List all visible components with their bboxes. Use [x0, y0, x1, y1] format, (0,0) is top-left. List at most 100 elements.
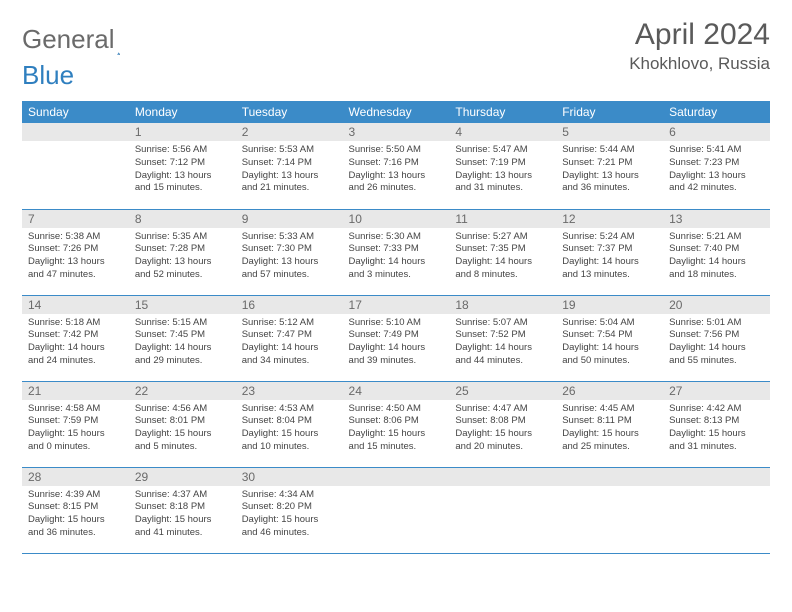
sunset-line: Sunset: 7:49 PM — [349, 329, 444, 342]
location: Khokhlovo, Russia — [629, 54, 770, 74]
daylight-line: Daylight: 13 hours and 47 minutes. — [28, 256, 123, 282]
calendar-cell: 19Sunrise: 5:04 AMSunset: 7:54 PMDayligh… — [556, 295, 663, 381]
month-title: April 2024 — [629, 18, 770, 52]
empty-day-bar — [663, 468, 770, 486]
calendar-cell: 14Sunrise: 5:18 AMSunset: 7:42 PMDayligh… — [22, 295, 129, 381]
daylight-line: Daylight: 14 hours and 3 minutes. — [349, 256, 444, 282]
calendar-cell: 12Sunrise: 5:24 AMSunset: 7:37 PMDayligh… — [556, 209, 663, 295]
logo: General — [22, 18, 139, 55]
day-number: 5 — [556, 123, 663, 141]
calendar-cell — [22, 123, 129, 209]
sunrise-line: Sunrise: 5:10 AM — [349, 317, 444, 330]
day-number: 29 — [129, 468, 236, 486]
calendar-cell: 29Sunrise: 4:37 AMSunset: 8:18 PMDayligh… — [129, 467, 236, 553]
sunset-line: Sunset: 7:59 PM — [28, 415, 123, 428]
sunset-line: Sunset: 7:14 PM — [242, 157, 337, 170]
sunset-line: Sunset: 7:19 PM — [455, 157, 550, 170]
day-details: Sunrise: 4:47 AMSunset: 8:08 PMDaylight:… — [449, 400, 556, 458]
sunset-line: Sunset: 7:40 PM — [669, 243, 764, 256]
day-details: Sunrise: 5:27 AMSunset: 7:35 PMDaylight:… — [449, 228, 556, 286]
day-number: 13 — [663, 210, 770, 228]
day-number: 22 — [129, 382, 236, 400]
day-number: 28 — [22, 468, 129, 486]
daylight-line: Daylight: 14 hours and 39 minutes. — [349, 342, 444, 368]
sunset-line: Sunset: 8:18 PM — [135, 501, 230, 514]
day-details: Sunrise: 5:07 AMSunset: 7:52 PMDaylight:… — [449, 314, 556, 372]
day-details: Sunrise: 5:35 AMSunset: 7:28 PMDaylight:… — [129, 228, 236, 286]
sunrise-line: Sunrise: 4:45 AM — [562, 403, 657, 416]
daylight-line: Daylight: 14 hours and 55 minutes. — [669, 342, 764, 368]
day-header-wednesday: Wednesday — [343, 101, 450, 123]
day-number: 27 — [663, 382, 770, 400]
calendar-cell: 21Sunrise: 4:58 AMSunset: 7:59 PMDayligh… — [22, 381, 129, 467]
calendar-cell: 17Sunrise: 5:10 AMSunset: 7:49 PMDayligh… — [343, 295, 450, 381]
sunrise-line: Sunrise: 5:01 AM — [669, 317, 764, 330]
week-row: 14Sunrise: 5:18 AMSunset: 7:42 PMDayligh… — [22, 295, 770, 381]
sunrise-line: Sunrise: 5:30 AM — [349, 231, 444, 244]
sunset-line: Sunset: 8:06 PM — [349, 415, 444, 428]
daylight-line: Daylight: 15 hours and 41 minutes. — [135, 514, 230, 540]
day-details: Sunrise: 5:53 AMSunset: 7:14 PMDaylight:… — [236, 141, 343, 199]
calendar-cell — [449, 467, 556, 553]
sunset-line: Sunset: 8:11 PM — [562, 415, 657, 428]
calendar-table: SundayMondayTuesdayWednesdayThursdayFrid… — [22, 101, 770, 554]
daylight-line: Daylight: 13 hours and 26 minutes. — [349, 170, 444, 196]
day-number: 17 — [343, 296, 450, 314]
day-number: 23 — [236, 382, 343, 400]
day-number: 26 — [556, 382, 663, 400]
empty-day-bar — [22, 123, 129, 141]
week-row: 7Sunrise: 5:38 AMSunset: 7:26 PMDaylight… — [22, 209, 770, 295]
sunrise-line: Sunrise: 5:18 AM — [28, 317, 123, 330]
daylight-line: Daylight: 15 hours and 31 minutes. — [669, 428, 764, 454]
sunrise-line: Sunrise: 5:21 AM — [669, 231, 764, 244]
week-row: 28Sunrise: 4:39 AMSunset: 8:15 PMDayligh… — [22, 467, 770, 553]
sunset-line: Sunset: 8:13 PM — [669, 415, 764, 428]
day-number: 3 — [343, 123, 450, 141]
sunset-line: Sunset: 8:15 PM — [28, 501, 123, 514]
sunrise-line: Sunrise: 4:34 AM — [242, 489, 337, 502]
daylight-line: Daylight: 14 hours and 13 minutes. — [562, 256, 657, 282]
day-details: Sunrise: 5:15 AMSunset: 7:45 PMDaylight:… — [129, 314, 236, 372]
daylight-line: Daylight: 13 hours and 57 minutes. — [242, 256, 337, 282]
day-details: Sunrise: 4:34 AMSunset: 8:20 PMDaylight:… — [236, 486, 343, 544]
day-number: 25 — [449, 382, 556, 400]
sunset-line: Sunset: 7:23 PM — [669, 157, 764, 170]
day-number: 4 — [449, 123, 556, 141]
calendar-cell: 10Sunrise: 5:30 AMSunset: 7:33 PMDayligh… — [343, 209, 450, 295]
calendar-cell: 5Sunrise: 5:44 AMSunset: 7:21 PMDaylight… — [556, 123, 663, 209]
title-block: April 2024 Khokhlovo, Russia — [629, 18, 770, 74]
day-details: Sunrise: 5:33 AMSunset: 7:30 PMDaylight:… — [236, 228, 343, 286]
calendar-cell: 16Sunrise: 5:12 AMSunset: 7:47 PMDayligh… — [236, 295, 343, 381]
day-details: Sunrise: 5:10 AMSunset: 7:49 PMDaylight:… — [343, 314, 450, 372]
day-header-monday: Monday — [129, 101, 236, 123]
daylight-line: Daylight: 13 hours and 21 minutes. — [242, 170, 337, 196]
day-number: 12 — [556, 210, 663, 228]
day-number: 18 — [449, 296, 556, 314]
day-details: Sunrise: 5:24 AMSunset: 7:37 PMDaylight:… — [556, 228, 663, 286]
calendar-cell: 24Sunrise: 4:50 AMSunset: 8:06 PMDayligh… — [343, 381, 450, 467]
calendar-cell: 13Sunrise: 5:21 AMSunset: 7:40 PMDayligh… — [663, 209, 770, 295]
sunrise-line: Sunrise: 4:53 AM — [242, 403, 337, 416]
calendar-cell: 11Sunrise: 5:27 AMSunset: 7:35 PMDayligh… — [449, 209, 556, 295]
sunrise-line: Sunrise: 5:44 AM — [562, 144, 657, 157]
week-row: 21Sunrise: 4:58 AMSunset: 7:59 PMDayligh… — [22, 381, 770, 467]
day-details: Sunrise: 5:56 AMSunset: 7:12 PMDaylight:… — [129, 141, 236, 199]
daylight-line: Daylight: 14 hours and 8 minutes. — [455, 256, 550, 282]
daylight-line: Daylight: 14 hours and 29 minutes. — [135, 342, 230, 368]
daylight-line: Daylight: 14 hours and 44 minutes. — [455, 342, 550, 368]
sunrise-line: Sunrise: 4:47 AM — [455, 403, 550, 416]
day-header-tuesday: Tuesday — [236, 101, 343, 123]
sunset-line: Sunset: 7:12 PM — [135, 157, 230, 170]
day-details: Sunrise: 4:58 AMSunset: 7:59 PMDaylight:… — [22, 400, 129, 458]
sunset-line: Sunset: 7:45 PM — [135, 329, 230, 342]
daylight-line: Daylight: 13 hours and 36 minutes. — [562, 170, 657, 196]
sunset-line: Sunset: 7:47 PM — [242, 329, 337, 342]
sunrise-line: Sunrise: 5:50 AM — [349, 144, 444, 157]
calendar-cell: 22Sunrise: 4:56 AMSunset: 8:01 PMDayligh… — [129, 381, 236, 467]
day-details: Sunrise: 4:53 AMSunset: 8:04 PMDaylight:… — [236, 400, 343, 458]
daylight-line: Daylight: 13 hours and 52 minutes. — [135, 256, 230, 282]
calendar-cell: 7Sunrise: 5:38 AMSunset: 7:26 PMDaylight… — [22, 209, 129, 295]
week-row: 1Sunrise: 5:56 AMSunset: 7:12 PMDaylight… — [22, 123, 770, 209]
sunset-line: Sunset: 7:28 PM — [135, 243, 230, 256]
sunset-line: Sunset: 8:04 PM — [242, 415, 337, 428]
